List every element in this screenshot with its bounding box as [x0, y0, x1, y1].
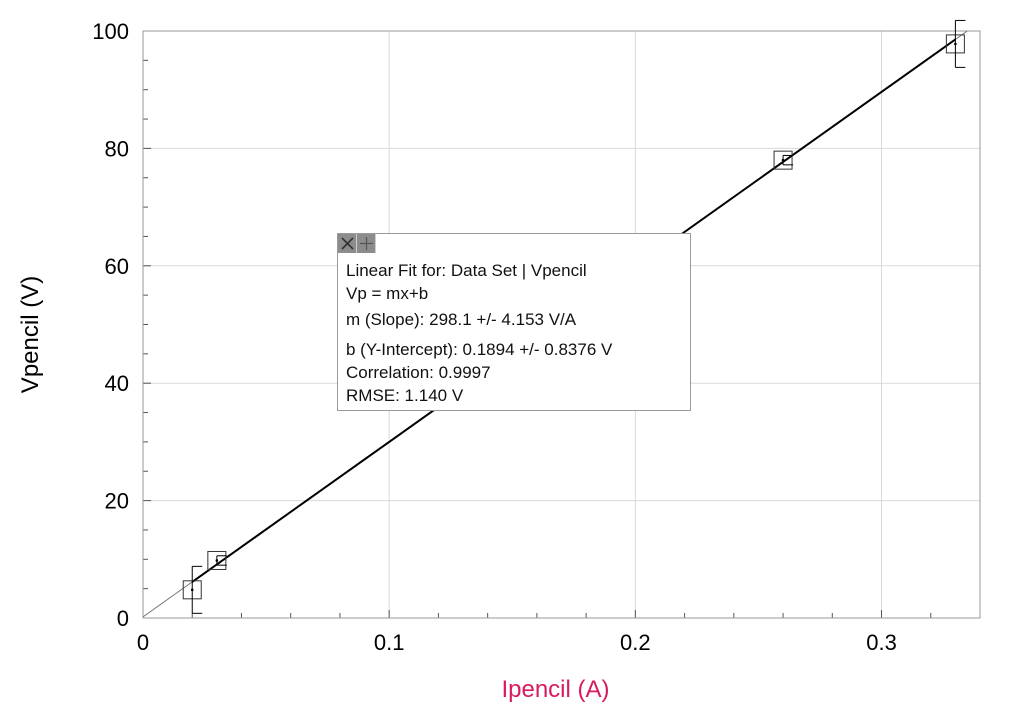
data-point-3 — [773, 150, 794, 170]
y-tick-label: 20 — [105, 489, 129, 514]
fit-intercept: b (Y-Intercept): 0.1894 +/- 0.8376 V — [346, 340, 613, 359]
point-marker — [207, 550, 227, 570]
point-marker — [773, 150, 793, 170]
fit-equation: Vp = mx+b — [346, 284, 429, 303]
fit-correlation: Correlation: 0.9997 — [346, 363, 491, 382]
y-tick-labels: 0 20 40 60 80 100 — [92, 19, 129, 631]
linear-fit-box[interactable]: Linear Fit for: Data Set | Vpencil Vp = … — [337, 233, 691, 411]
x-tick-labels: 0 0.1 0.2 0.3 — [137, 630, 897, 655]
y-tick-label: 60 — [105, 254, 129, 279]
fit-slope: m (Slope): 298.1 +/- 4.153 V/A — [346, 310, 577, 329]
fit-rmse: RMSE: 1.140 V — [346, 386, 464, 405]
x-axis-title: Ipencil (A) — [501, 676, 609, 703]
data-point-2 — [207, 550, 227, 570]
plot-frame — [142, 30, 981, 619]
x-tick-label: 0.2 — [620, 630, 651, 655]
y-tick-label: 80 — [105, 136, 129, 161]
y-tick-label: 40 — [105, 371, 129, 396]
x-tick-label: 0.3 — [866, 630, 897, 655]
y-tick-label: 0 — [117, 606, 129, 631]
options-icon[interactable] — [357, 234, 376, 253]
data-point-1 — [182, 565, 203, 614]
y-tick-label: 100 — [92, 19, 129, 44]
fit-box-text: Linear Fit for: Data Set | Vpencil Vp = … — [346, 259, 612, 407]
y-axis-title: Vpencil (V) — [17, 276, 44, 393]
fit-box-buttons — [338, 234, 376, 253]
close-icon[interactable] — [338, 234, 357, 253]
data-point-4 — [945, 19, 966, 68]
x-tick-label: 0.1 — [374, 630, 405, 655]
fit-title: Linear Fit for: Data Set | Vpencil — [346, 261, 587, 280]
data-points — [182, 19, 966, 614]
x-tick-label: 0 — [137, 630, 149, 655]
minor-ticks — [143, 59, 932, 618]
